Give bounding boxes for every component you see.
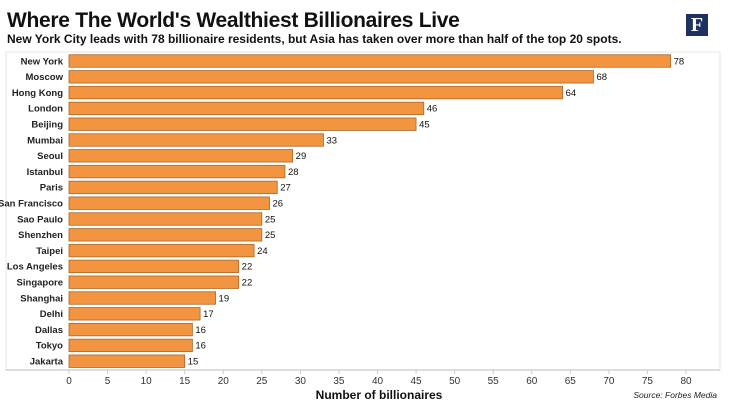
x-tick-label: 25 (256, 376, 268, 387)
bar (68, 243, 255, 258)
data-label: 15 (188, 357, 199, 368)
x-tick-label: 75 (642, 376, 654, 387)
category-label: Los Angeles (7, 262, 63, 273)
bar (68, 259, 240, 274)
plot-area (5, 51, 721, 371)
x-tick-label: 80 (680, 376, 692, 387)
category-label: San Francisco (0, 199, 63, 210)
category-label: Shanghai (20, 293, 63, 304)
x-tick-label: 30 (295, 376, 307, 387)
source-note: Source: Forbes Media (633, 390, 717, 400)
bar (68, 85, 564, 100)
bar (68, 117, 417, 131)
x-tick-label: 60 (526, 376, 538, 387)
data-label: 22 (242, 262, 253, 273)
bar (68, 70, 594, 84)
data-label: 25 (265, 214, 276, 225)
x-tick-label: 20 (218, 376, 230, 387)
data-label: 22 (242, 278, 253, 289)
x-tick-label: 10 (141, 376, 153, 387)
bar (68, 275, 240, 289)
bar (68, 307, 201, 321)
chart-title: Where The World's Wealthiest Billionaire… (7, 9, 460, 32)
x-tick-label: 65 (565, 376, 577, 387)
category-label: Sao Paulo (17, 214, 63, 225)
data-label: 46 (427, 104, 438, 115)
category-label: Mumbai (27, 135, 63, 146)
data-label: 25 (265, 230, 276, 241)
category-label: Dallas (35, 325, 63, 336)
category-label: Seoul (37, 151, 63, 162)
bar (68, 54, 671, 68)
bar (68, 228, 263, 242)
x-tick-label: 0 (66, 376, 72, 387)
data-label: 33 (327, 135, 338, 146)
x-tick-label: 15 (179, 376, 191, 387)
category-label: Moscow (26, 72, 64, 83)
bar (68, 322, 193, 337)
bar (68, 338, 193, 353)
bar (68, 212, 263, 226)
category-label: London (28, 104, 63, 115)
data-label: 64 (566, 88, 577, 99)
category-label: Shenzhen (18, 230, 63, 241)
x-tick-label: 70 (603, 376, 615, 387)
bar (68, 149, 294, 163)
data-label: 16 (195, 325, 206, 336)
x-tick-label: 50 (449, 376, 461, 387)
bar (68, 101, 425, 116)
category-label: Istanbul (27, 167, 63, 178)
category-label: Hong Kong (12, 88, 63, 99)
forbes-logo: F (686, 14, 708, 36)
category-label: Delhi (40, 309, 63, 320)
x-tick-label: 55 (488, 376, 500, 387)
x-tick-label: 5 (105, 376, 111, 387)
bar (68, 180, 278, 195)
data-label: 17 (203, 309, 214, 320)
data-label: 19 (219, 293, 230, 304)
data-label: 68 (596, 72, 607, 83)
data-label: 45 (419, 120, 430, 131)
category-label: Tokyo (36, 341, 63, 352)
data-label: 78 (674, 56, 685, 67)
data-label: 24 (257, 246, 268, 257)
data-label: 16 (195, 341, 206, 352)
x-tick-label: 35 (333, 376, 345, 387)
data-label: 29 (296, 151, 307, 162)
bar (68, 354, 186, 368)
category-label: New York (21, 56, 64, 67)
category-label: Jakarta (30, 357, 64, 368)
x-tick-label: 40 (372, 376, 384, 387)
x-tick-label: 45 (411, 376, 423, 387)
data-label: 28 (288, 167, 299, 178)
bar (68, 133, 324, 147)
data-label: 27 (280, 183, 291, 194)
bar (68, 291, 216, 305)
data-label: 26 (273, 199, 284, 210)
x-axis-label: Number of billionaires (316, 388, 443, 402)
category-label: Singapore (17, 278, 63, 289)
category-label: Taipei (36, 246, 63, 257)
bar (68, 164, 286, 179)
bar (68, 196, 270, 210)
chart-subtitle: New York City leads with 78 billionaire … (7, 32, 622, 46)
category-label: Paris (40, 183, 63, 194)
category-label: Beijing (31, 120, 63, 131)
